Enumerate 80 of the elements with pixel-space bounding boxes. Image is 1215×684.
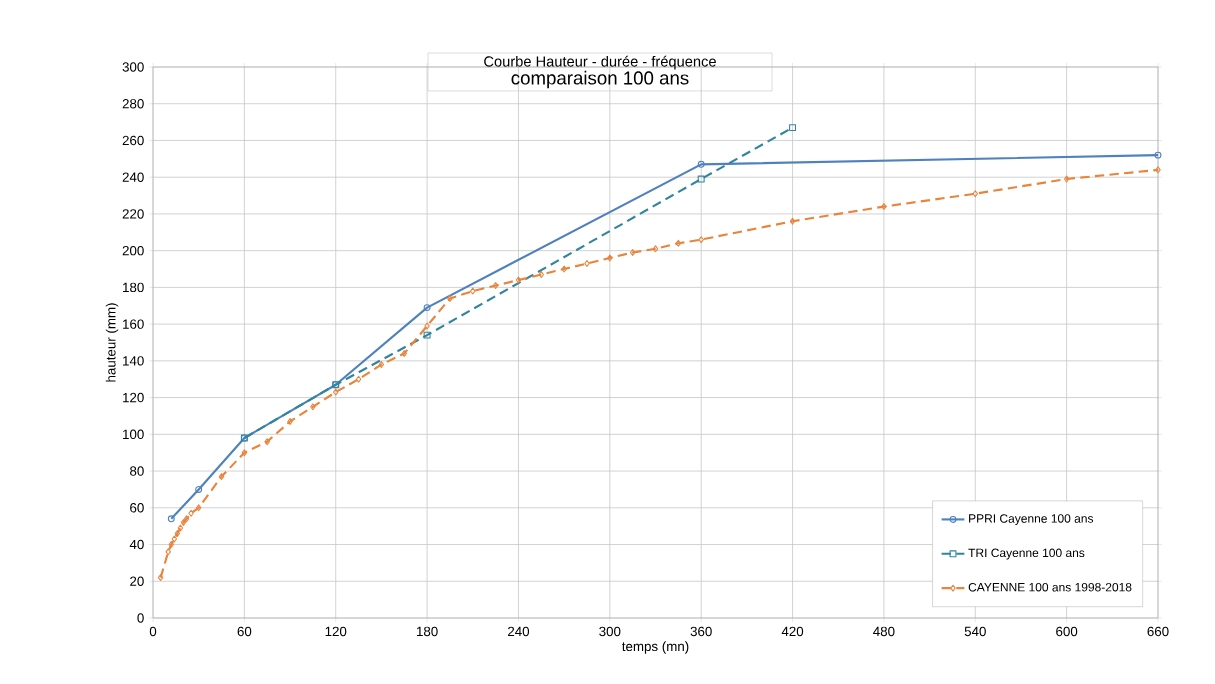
- point: [629, 249, 636, 256]
- chart-title: Courbe Hauteur - durée - fréquence: [484, 55, 716, 70]
- point: [697, 175, 705, 183]
- point: [561, 265, 567, 273]
- point: [423, 331, 431, 339]
- x-tick-label: 180: [417, 626, 438, 637]
- point: [165, 548, 171, 556]
- point: [447, 294, 453, 302]
- y-tick-label: 200: [122, 245, 144, 256]
- y-tick-label: 0: [137, 613, 144, 623]
- point: [424, 322, 430, 330]
- y-tick-label: 100: [123, 429, 144, 440]
- point: [881, 203, 887, 211]
- x-tick-label: 660: [1147, 626, 1169, 637]
- x-tick-label: 300: [599, 626, 621, 637]
- point: [174, 530, 181, 537]
- point: [698, 236, 704, 244]
- point: [492, 282, 499, 290]
- point: [168, 541, 175, 548]
- point: [401, 350, 407, 357]
- point: [378, 361, 385, 368]
- point: [789, 217, 796, 225]
- point: [167, 515, 175, 523]
- x-tick-label: 240: [508, 626, 530, 637]
- legend-label: CAYENNE 100 ans 1998-2018: [968, 582, 1132, 592]
- x-tick-label: 420: [781, 626, 804, 637]
- point: [423, 304, 431, 312]
- y-tick-label: 20: [130, 576, 144, 586]
- x-tick-label: 480: [873, 626, 895, 637]
- x-tick-label: 0: [149, 626, 157, 637]
- x-tick-label: 540: [964, 626, 986, 637]
- point: [157, 574, 164, 582]
- chart-subtitle: comparaison 100 ans: [511, 70, 689, 89]
- y-tick-label: 180: [123, 282, 144, 293]
- point: [470, 287, 476, 295]
- y-tick-label: 60: [130, 503, 144, 513]
- point: [287, 417, 293, 425]
- point: [171, 535, 178, 543]
- y-tick-label: 140: [123, 356, 144, 366]
- y-tick-label: 120: [123, 392, 144, 403]
- point: [183, 515, 190, 523]
- y-tick-label: 80: [130, 466, 144, 476]
- point: [218, 473, 225, 481]
- legend-label: PPRI Cayenne 100 ans: [969, 514, 1094, 526]
- point: [697, 160, 705, 168]
- point: [675, 239, 682, 247]
- point: [188, 509, 194, 517]
- y-axis-title: hauteur (mm): [105, 303, 119, 382]
- y-tick-label: 260: [122, 135, 144, 146]
- x-axis-title: temps (mn): [622, 641, 689, 654]
- y-tick-label: 300: [122, 62, 144, 72]
- y-tick-label: 240: [122, 172, 144, 182]
- point: [195, 504, 202, 512]
- point: [584, 260, 590, 267]
- point: [607, 254, 613, 262]
- x-tick-label: 60: [237, 626, 252, 637]
- point: [515, 276, 522, 284]
- point: [355, 375, 362, 383]
- point: [789, 124, 797, 132]
- point: [195, 485, 203, 493]
- point: [1063, 175, 1070, 183]
- point: [1154, 151, 1162, 159]
- x-tick-label: 120: [325, 626, 347, 637]
- point: [652, 245, 659, 253]
- y-tick-label: 280: [122, 99, 144, 109]
- y-tick-label: 160: [123, 319, 144, 329]
- point: [177, 524, 184, 532]
- y-tick-label: 220: [122, 209, 144, 219]
- legend-label: TRI Cayenne 100 ans: [968, 548, 1085, 560]
- point: [264, 438, 270, 446]
- point: [1155, 166, 1161, 174]
- x-tick-label: 360: [690, 626, 712, 637]
- point: [310, 403, 316, 411]
- y-tick-label: 40: [129, 539, 144, 550]
- point: [180, 519, 187, 526]
- point: [332, 388, 339, 396]
- x-tick-label: 600: [1056, 626, 1078, 637]
- point: [972, 190, 979, 198]
- point: [538, 271, 545, 278]
- point: [241, 449, 248, 457]
